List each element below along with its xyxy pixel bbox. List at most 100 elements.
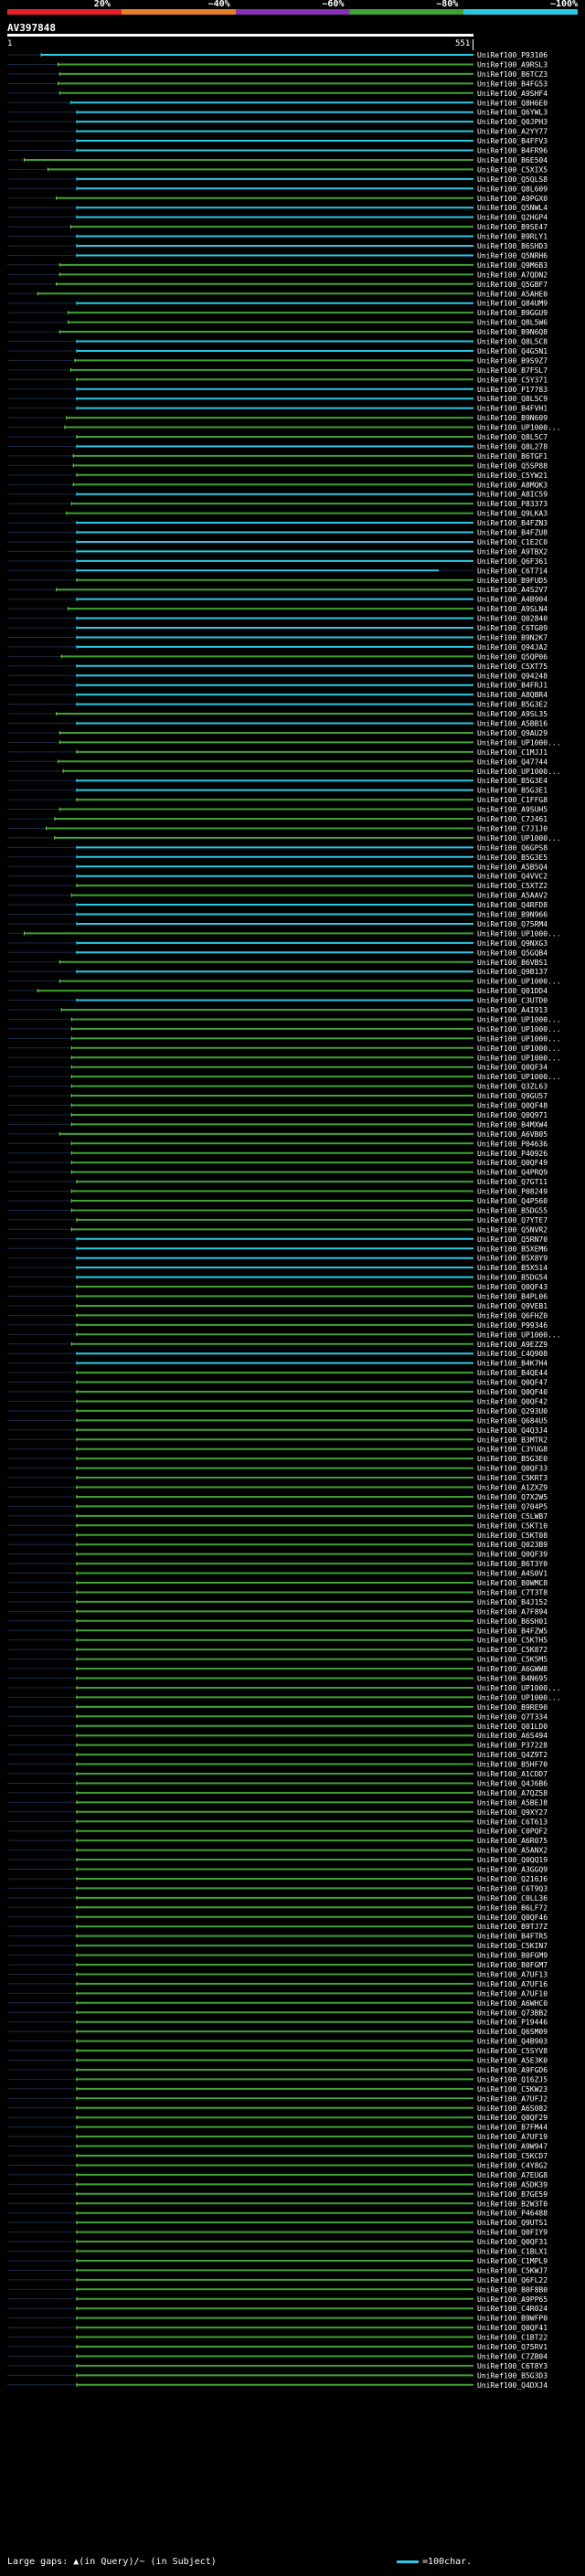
hit-row[interactable]: UniRef100_B9TJ7Z	[7, 1923, 548, 1931]
hit-row[interactable]: UniRef100_B4PL06	[7, 1293, 548, 1301]
hit-row[interactable]: UniRef100_B4FVH1	[7, 405, 548, 413]
hit-row[interactable]: UniRef100_A4I913	[7, 1006, 548, 1014]
hit-row[interactable]: UniRef100_B4FRJ1	[7, 682, 548, 690]
hit-row[interactable]: UniRef100_C0LL36	[7, 1894, 548, 1903]
hit-row[interactable]: UniRef100_Q75RV1	[7, 2343, 548, 2351]
hit-row[interactable]: UniRef100_A9SHF4	[7, 90, 548, 98]
hit-row[interactable]: UniRef100_Q6GPS8	[7, 843, 548, 852]
hit-row[interactable]: UniRef100_Q94JA2	[7, 643, 548, 652]
hit-row[interactable]: UniRef100_B4J152	[7, 1598, 548, 1606]
hit-row[interactable]: UniRef100_UP1000...	[7, 1684, 561, 1692]
hit-row[interactable]: UniRef100_UP1000...	[7, 738, 561, 747]
hit-row[interactable]: UniRef100_Q02840	[7, 615, 548, 623]
hit-row[interactable]: UniRef100_Q0QQ19	[7, 1856, 548, 1864]
hit-row[interactable]: UniRef100_B7GE59	[7, 2190, 548, 2199]
hit-row[interactable]: UniRef100_Q6FHZ0	[7, 1311, 548, 1320]
hit-row[interactable]: UniRef100_Q5NVR2	[7, 1225, 548, 1234]
hit-row[interactable]: UniRef100_B5X514	[7, 1264, 548, 1272]
hit-row[interactable]: UniRef100_B5X8Y9	[7, 1255, 548, 1263]
hit-row[interactable]: UniRef100_P99346	[7, 1321, 548, 1330]
hit-row[interactable]: UniRef100_Q47744	[7, 758, 548, 766]
hit-row[interactable]: UniRef100_P93106	[7, 51, 548, 59]
hit-row[interactable]: UniRef100_C7ZB04	[7, 2352, 548, 2360]
hit-row[interactable]: UniRef100_A6WHC0	[7, 1999, 548, 2008]
hit-row[interactable]: UniRef100_B4N695	[7, 1675, 548, 1683]
hit-row[interactable]: UniRef100_Q9VEB1	[7, 1302, 548, 1310]
hit-row[interactable]: UniRef100_Q3ZL63	[7, 1083, 548, 1091]
hit-row[interactable]: UniRef100_Q0QF47	[7, 1379, 548, 1387]
hit-row[interactable]: UniRef100_C1FFG8	[7, 796, 548, 804]
hit-row[interactable]: UniRef100_Q0QF34	[7, 1064, 548, 1072]
hit-row[interactable]: UniRef100_Q0QF42	[7, 1397, 548, 1405]
hit-row[interactable]: UniRef100_C5XTZ2	[7, 882, 548, 890]
hit-row[interactable]: UniRef100_B5HF70	[7, 1761, 548, 1769]
hit-row[interactable]: UniRef100_C5LWB7	[7, 1512, 548, 1521]
hit-row[interactable]: UniRef100_B7FM44	[7, 2124, 548, 2132]
hit-row[interactable]: UniRef100_Q4PRQ9	[7, 1169, 548, 1177]
hit-row[interactable]: UniRef100_B9N609	[7, 414, 548, 422]
hit-row[interactable]: UniRef100_B6TCZ3	[7, 70, 548, 79]
hit-row[interactable]: UniRef100_C5SYV8	[7, 2047, 548, 2055]
hit-row[interactable]: UniRef100_A3GGQ9	[7, 1866, 548, 1874]
hit-row[interactable]: UniRef100_Q0QF31	[7, 2238, 548, 2246]
hit-row[interactable]: UniRef100_B4MXW4	[7, 1120, 548, 1129]
hit-row[interactable]: UniRef100_Q2HGP4	[7, 214, 548, 222]
hit-row[interactable]: UniRef100_A7F894	[7, 1607, 548, 1616]
hit-row[interactable]: UniRef100_C0PQF2	[7, 1828, 548, 1836]
hit-row[interactable]: UniRef100_A6S082	[7, 2104, 548, 2113]
hit-row[interactable]: UniRef100_C5KCD7	[7, 2152, 548, 2160]
hit-row[interactable]: UniRef100_Q4P560	[7, 1197, 548, 1205]
hit-row[interactable]: UniRef100_C1E2C0	[7, 538, 548, 546]
hit-row[interactable]: UniRef100_B5G3E5	[7, 853, 548, 862]
hit-row[interactable]: UniRef100_Q684U5	[7, 1416, 548, 1425]
hit-row[interactable]: UniRef100_Q293U0	[7, 1407, 548, 1415]
hit-row[interactable]: UniRef100_UP1000...	[7, 834, 561, 843]
hit-row[interactable]: UniRef100_Q0QF48	[7, 1102, 548, 1110]
hit-row[interactable]: UniRef100_A9RSL3	[7, 60, 548, 69]
hit-row[interactable]: UniRef100_Q9LKA3	[7, 510, 548, 518]
hit-row[interactable]: UniRef100_A4S2V7	[7, 586, 548, 594]
hit-row[interactable]: UniRef100_UP1000...	[7, 1073, 561, 1081]
hit-row[interactable]: UniRef100_A5ANX2	[7, 1847, 548, 1855]
hit-row[interactable]: UniRef100_C5K872	[7, 1646, 548, 1654]
hit-row[interactable]: UniRef100_Q8L5C9	[7, 395, 548, 403]
hit-row[interactable]: UniRef100_B5G3E0	[7, 1455, 548, 1463]
hit-row[interactable]: UniRef100_B4FR96	[7, 147, 548, 155]
hit-row[interactable]: UniRef100_C5KW23	[7, 2085, 548, 2094]
hit-row[interactable]: UniRef100_Q9B137	[7, 968, 548, 976]
hit-row[interactable]: UniRef100_Q0QF40	[7, 1388, 548, 1396]
hit-row[interactable]: UniRef100_B0FGM9	[7, 1952, 548, 1960]
hit-row[interactable]: UniRef100_Q8L609	[7, 185, 548, 193]
hit-row[interactable]: UniRef100_Q8H6E0	[7, 99, 548, 107]
hit-row[interactable]: UniRef100_B5DG54	[7, 1274, 548, 1282]
hit-row[interactable]: UniRef100_Q01DD4	[7, 987, 548, 995]
hit-row[interactable]: UniRef100_A7UF16	[7, 1980, 548, 1988]
hit-row[interactable]: UniRef100_C5XIX5	[7, 165, 548, 174]
hit-row[interactable]: UniRef100_Q0FIY9	[7, 2229, 548, 2237]
hit-row[interactable]: UniRef100_P19446	[7, 2019, 548, 2027]
hit-row[interactable]: UniRef100_UP1000...	[7, 1330, 561, 1339]
hit-row[interactable]: UniRef100_B9RLY1	[7, 233, 548, 241]
hit-row[interactable]: UniRef100_B6VBS1	[7, 959, 548, 967]
hit-row[interactable]: UniRef100_Q0QF33	[7, 1465, 548, 1473]
hit-row[interactable]: UniRef100_Q4Z9T2	[7, 1751, 548, 1759]
hit-row[interactable]: UniRef100_Q4Q3J4	[7, 1426, 548, 1435]
hit-row[interactable]: UniRef100_Q0QF29	[7, 2114, 548, 2122]
hit-row[interactable]: UniRef100_A5BB16	[7, 720, 548, 728]
hit-row[interactable]: UniRef100_B5G3E4	[7, 777, 548, 785]
hit-row[interactable]: UniRef100_C4R024	[7, 2305, 548, 2313]
hit-row[interactable]: UniRef100_Q704P5	[7, 1502, 548, 1511]
hit-row[interactable]: UniRef100_P08249	[7, 1188, 548, 1196]
hit-row[interactable]: UniRef100_A9SUH5	[7, 806, 548, 814]
hit-row[interactable]: UniRef100_A7QZ58	[7, 1789, 548, 1797]
hit-row[interactable]: UniRef100_A7UF10	[7, 1989, 548, 1998]
hit-row[interactable]: UniRef100_Q9GU57	[7, 1092, 548, 1100]
hit-row[interactable]: UniRef100_A6GWW8	[7, 1665, 548, 1673]
hit-row[interactable]: UniRef100_A6VB05	[7, 1130, 548, 1139]
hit-row[interactable]: UniRef100_B4FZN3	[7, 519, 548, 527]
hit-row[interactable]: UniRef100_B4FTR5	[7, 1933, 548, 1941]
hit-row[interactable]: UniRef100_Q023B9	[7, 1541, 548, 1549]
hit-row[interactable]: UniRef100_B6SH01	[7, 1617, 548, 1626]
hit-row[interactable]: UniRef100_A1ZXZ9	[7, 1484, 548, 1492]
hit-row[interactable]: UniRef100_A7UF13	[7, 1970, 548, 1978]
